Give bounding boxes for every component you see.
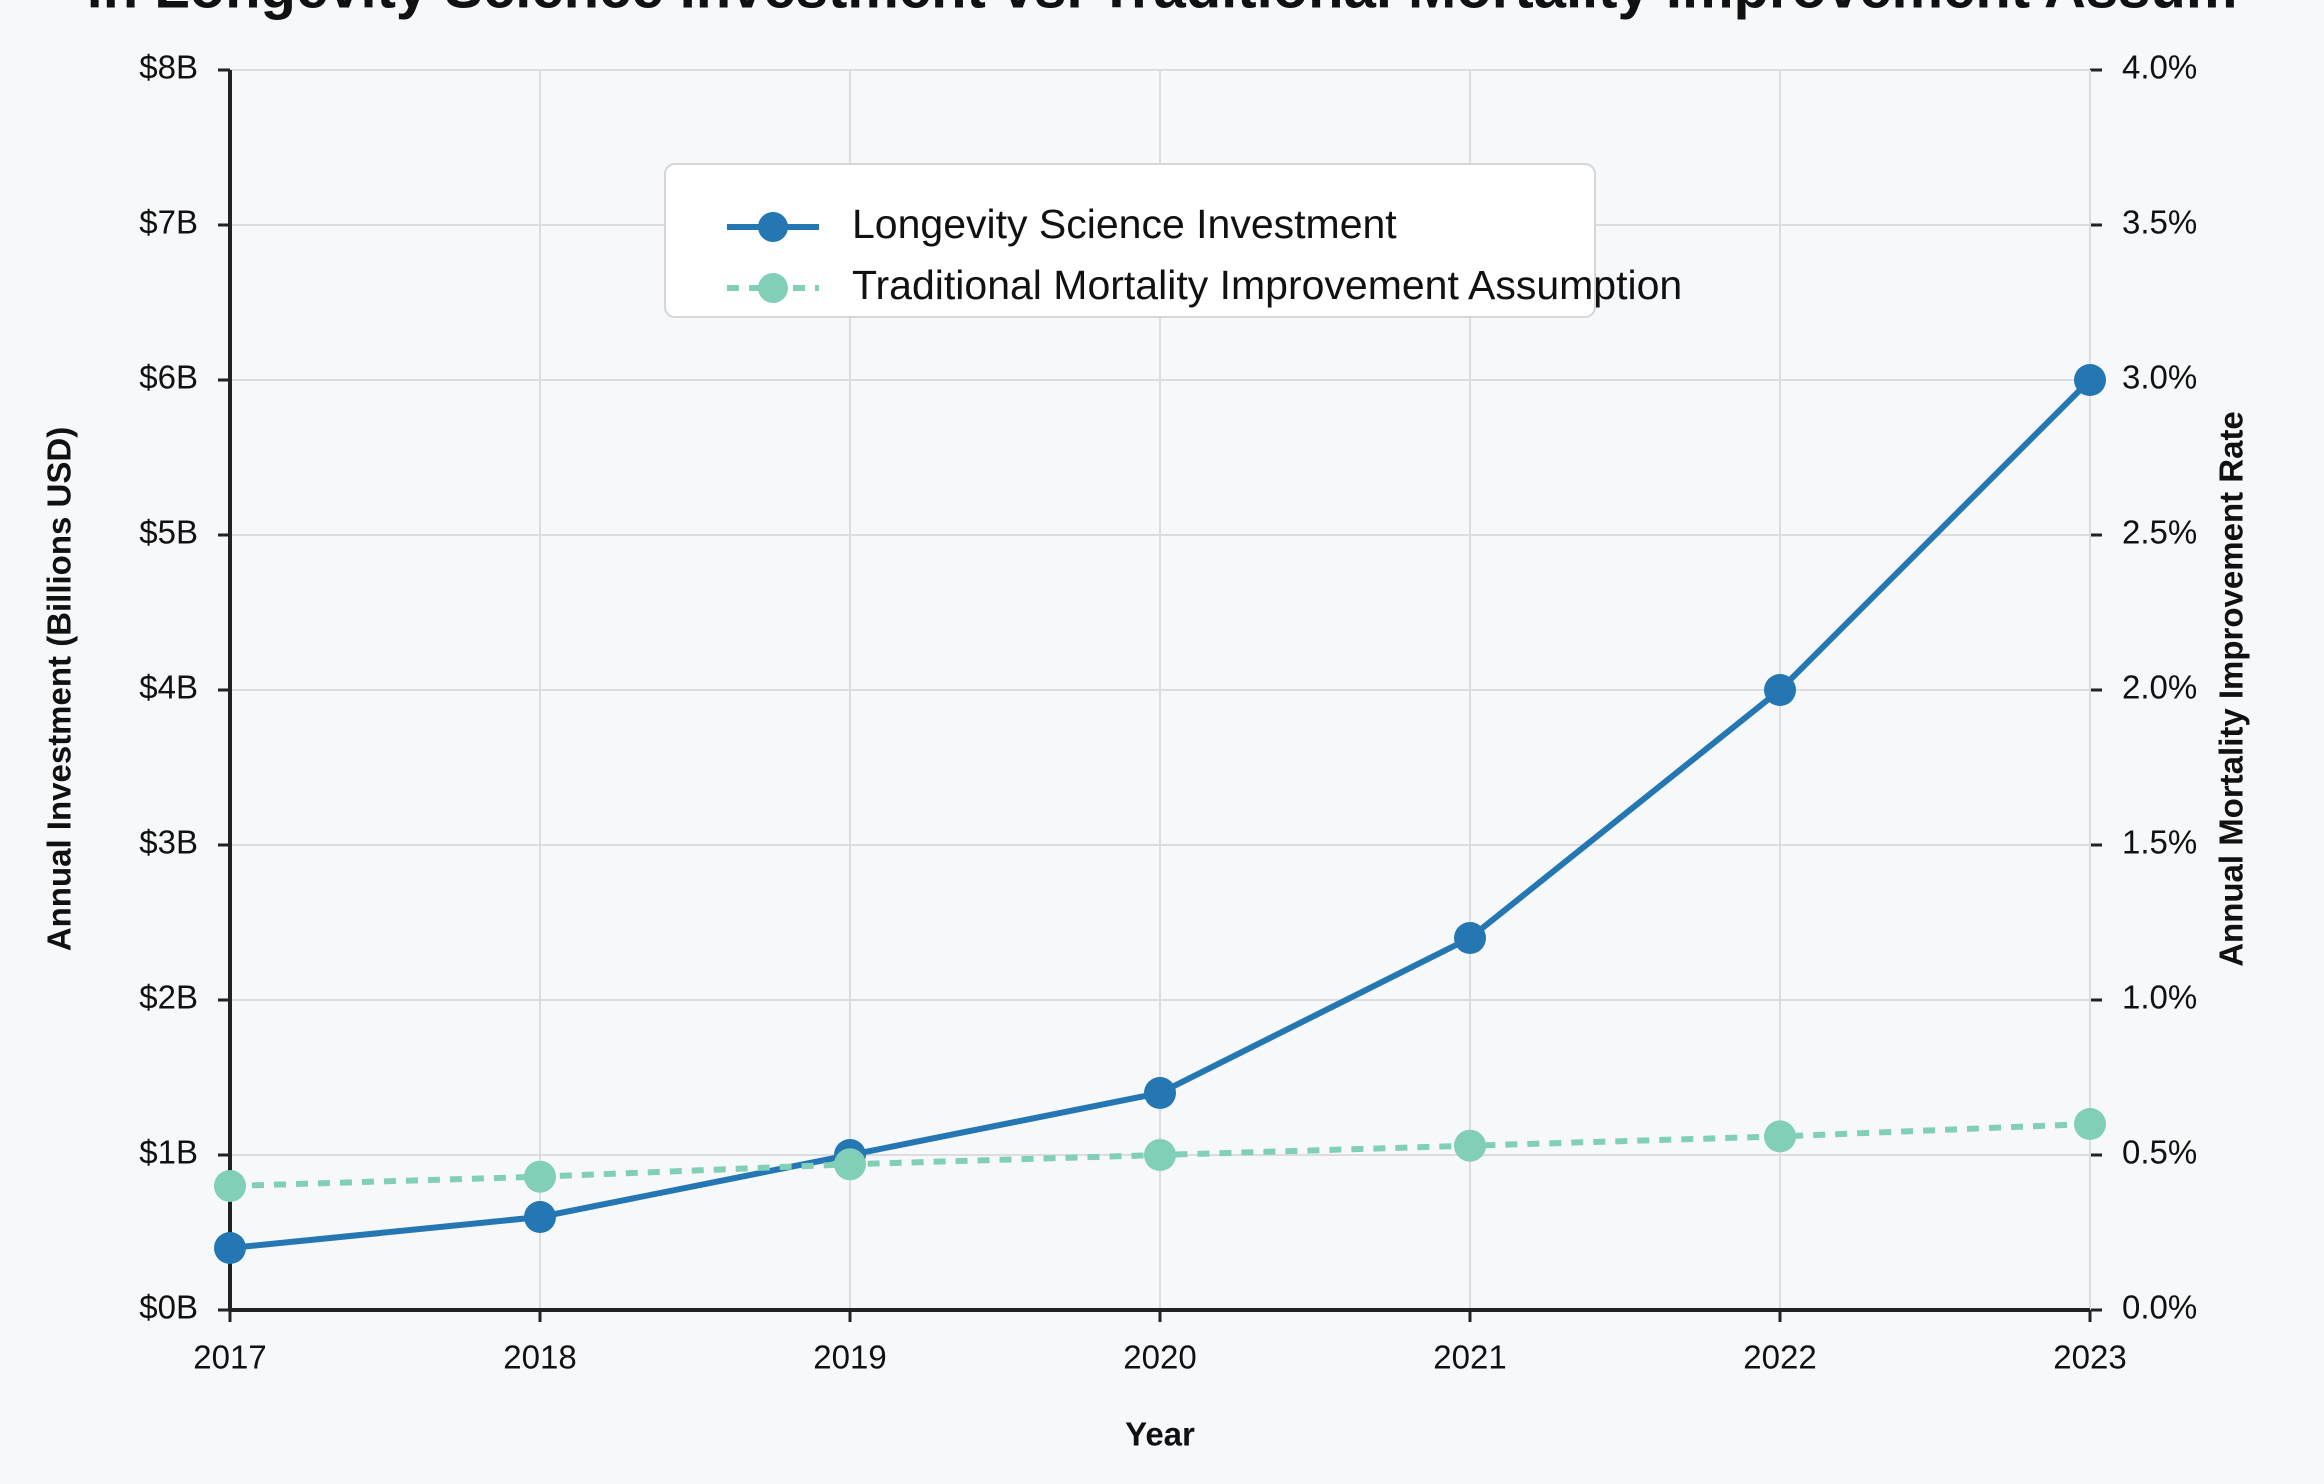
- data-point: [2074, 1108, 2106, 1140]
- y-tick-label: $0B: [139, 1289, 198, 1326]
- legend-marker: [758, 212, 788, 242]
- y2-tick-label: 1.5%: [2122, 824, 2197, 861]
- y-tick-label: $4B: [139, 669, 198, 706]
- y2-tick-label: 0.5%: [2122, 1134, 2197, 1171]
- data-point: [2074, 364, 2106, 396]
- grid: $0B $1B $2B $3B $4B $5B $6B $7B $8B 0.0% 0.5% 1.0% 1…: [139, 49, 2197, 1376]
- y2-axis-title: Annual Mortality Improvement Rate: [2213, 411, 2250, 967]
- data-point: [1144, 1077, 1176, 1109]
- y2-tick-label: 3.5%: [2122, 204, 2197, 241]
- x-tick-label: 2023: [2053, 1339, 2126, 1376]
- y2-tick-label: 4.0%: [2122, 49, 2197, 86]
- data-point: [1454, 922, 1486, 954]
- chart-title: in Longevity Science Investment vs. Trad…: [87, 0, 2238, 20]
- data-point: [214, 1232, 246, 1264]
- x-tick-label: 2021: [1433, 1339, 1506, 1376]
- y-axis-title: Annual Investment (Billions USD): [41, 427, 78, 951]
- legend-marker: [758, 273, 788, 303]
- y-tick-label: $7B: [139, 204, 198, 241]
- data-point: [834, 1148, 866, 1181]
- data-point: [1454, 1129, 1486, 1162]
- y2-tick-label: 3.0%: [2122, 359, 2197, 396]
- plot-area: [214, 364, 2106, 1264]
- x-tick-label: 2020: [1123, 1339, 1196, 1376]
- y-tick-label: $3B: [139, 824, 198, 861]
- y2-tick-label: 0.0%: [2122, 1289, 2197, 1326]
- legend: Longevity Science Investment Traditional …: [664, 163, 1682, 318]
- y2-tick-label: 2.0%: [2122, 669, 2197, 706]
- y-tick-label: $1B: [139, 1134, 198, 1171]
- legend-label: Traditional Mortality Improvement Assump…: [852, 262, 1682, 308]
- data-point: [214, 1170, 246, 1202]
- y2-tick-label: 2.5%: [2122, 514, 2197, 551]
- y-tick-label: $8B: [139, 49, 198, 86]
- data-point: [524, 1160, 556, 1193]
- data-point: [1144, 1139, 1176, 1171]
- legend-label: Longevity Science Investment: [852, 201, 1397, 247]
- data-point: [524, 1201, 556, 1233]
- x-tick-label: 2019: [813, 1339, 886, 1376]
- x-tick-label: 2018: [503, 1339, 576, 1376]
- y-tick-label: $6B: [139, 359, 198, 396]
- data-point: [1764, 674, 1796, 706]
- y-tick-label: $5B: [139, 514, 198, 551]
- x-tick-label: 2017: [193, 1339, 266, 1376]
- y-tick-label: $2B: [139, 979, 198, 1016]
- x-tick-label: 2022: [1743, 1339, 1816, 1376]
- y2-tick-label: 1.0%: [2122, 979, 2197, 1016]
- legend-box: [664, 163, 1596, 318]
- x-axis-title: Year: [1125, 1416, 1195, 1453]
- data-point: [1764, 1120, 1796, 1153]
